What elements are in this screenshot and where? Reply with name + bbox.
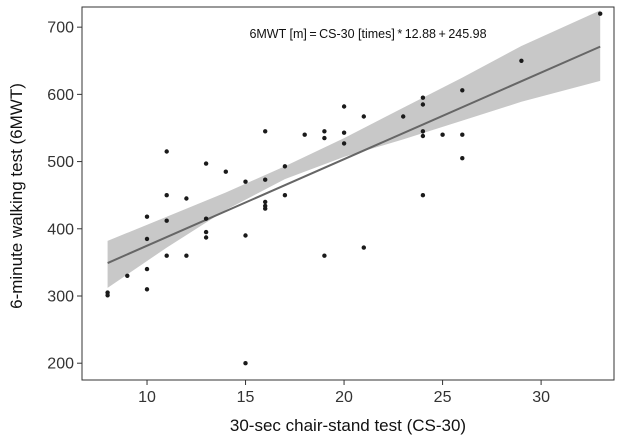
data-point bbox=[144, 214, 150, 219]
regression-equation: 6MWT [m] = CS-30 [times] * 12.88 + 245.9… bbox=[249, 27, 486, 41]
y-tick-label: 200 bbox=[47, 356, 74, 373]
data-point bbox=[164, 193, 169, 198]
data-point bbox=[420, 129, 426, 134]
data-point bbox=[460, 88, 465, 93]
plot-border bbox=[81, 6, 615, 381]
data-points-layer bbox=[105, 11, 603, 366]
y-axis-title: 6-minute walking test (6MWT) bbox=[7, 83, 26, 309]
data-point bbox=[223, 169, 228, 174]
data-point bbox=[144, 266, 150, 272]
data-point bbox=[164, 218, 169, 223]
data-point bbox=[243, 361, 248, 366]
data-point bbox=[322, 253, 327, 258]
data-point bbox=[361, 245, 366, 250]
y-tick-label: 500 bbox=[47, 154, 74, 171]
data-point bbox=[519, 58, 524, 63]
data-point bbox=[282, 193, 288, 198]
data-point bbox=[184, 253, 189, 258]
data-point bbox=[341, 141, 347, 146]
data-point bbox=[341, 130, 347, 135]
data-point bbox=[203, 161, 209, 166]
data-point bbox=[263, 129, 268, 134]
data-point bbox=[598, 11, 603, 16]
data-point bbox=[144, 287, 150, 292]
data-point bbox=[361, 114, 366, 119]
data-point bbox=[440, 132, 445, 137]
data-point bbox=[144, 236, 150, 242]
data-point bbox=[243, 233, 248, 238]
confidence-band bbox=[107, 10, 601, 288]
data-point bbox=[105, 293, 110, 298]
data-point bbox=[460, 156, 465, 161]
x-tick-label: 25 bbox=[434, 389, 452, 406]
data-point bbox=[263, 199, 268, 205]
confidence-band-layer bbox=[107, 10, 601, 288]
data-point bbox=[420, 95, 426, 100]
data-point bbox=[282, 164, 288, 169]
data-point bbox=[184, 196, 189, 201]
data-point bbox=[203, 229, 209, 235]
regression-line-layer bbox=[107, 45, 601, 264]
data-point bbox=[302, 132, 307, 137]
x-axis-ticks: 10 15 20 25 30 bbox=[138, 380, 550, 406]
data-point bbox=[460, 132, 465, 137]
data-point bbox=[341, 104, 347, 109]
y-tick-label: 300 bbox=[47, 288, 74, 305]
data-point bbox=[420, 193, 426, 198]
x-tick-label: 15 bbox=[237, 389, 255, 406]
x-tick-label: 30 bbox=[532, 389, 550, 406]
y-axis-ticks: 200 300 400 500 600 700 bbox=[47, 20, 82, 373]
y-tick-label: 700 bbox=[47, 20, 74, 37]
data-point bbox=[203, 235, 209, 240]
data-point bbox=[203, 216, 209, 221]
y-tick-label: 400 bbox=[47, 221, 74, 238]
x-tick-label: 20 bbox=[335, 389, 353, 406]
data-point bbox=[322, 135, 327, 141]
data-point bbox=[125, 273, 130, 278]
data-point bbox=[243, 179, 248, 184]
data-point bbox=[322, 129, 327, 134]
y-tick-label: 600 bbox=[47, 87, 74, 104]
regression-line bbox=[107, 45, 601, 264]
x-tick-label: 10 bbox=[138, 389, 156, 406]
data-point bbox=[164, 149, 169, 154]
data-point bbox=[164, 253, 169, 258]
data-point bbox=[263, 177, 268, 182]
x-axis-title: 30-sec chair-stand test (CS-30) bbox=[230, 416, 466, 435]
data-point bbox=[420, 133, 426, 139]
data-point bbox=[401, 114, 406, 119]
data-point bbox=[420, 102, 426, 107]
data-point bbox=[263, 206, 268, 211]
